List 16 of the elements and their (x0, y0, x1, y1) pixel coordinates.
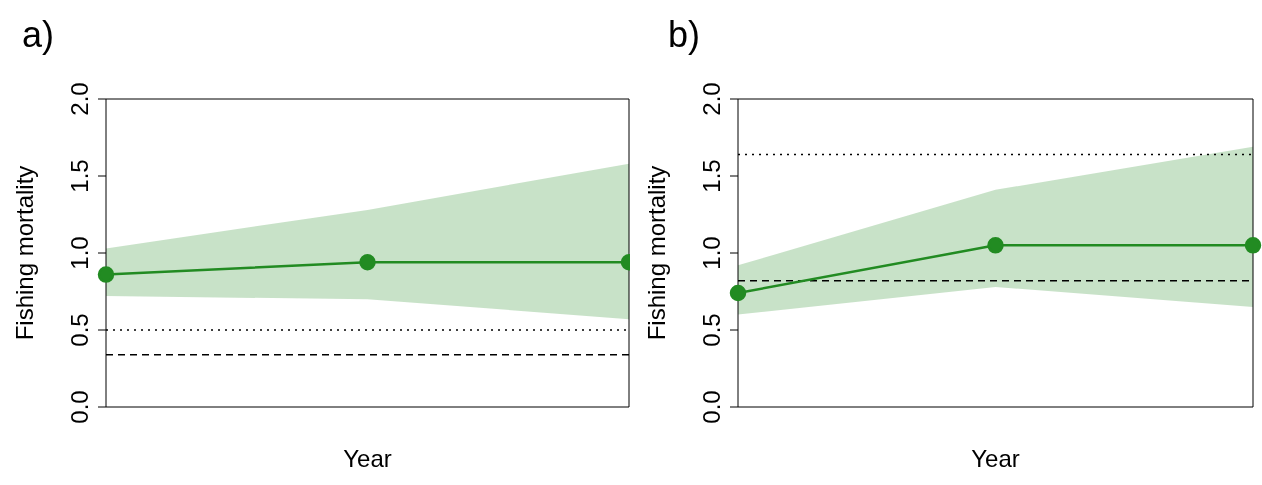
y-tick-label: 2.0 (698, 82, 725, 116)
y-tick-label: 1.0 (66, 236, 93, 270)
y-tick-label: 2.0 (66, 82, 93, 116)
y-axis-title: Fishing mortality (642, 165, 670, 341)
y-axis-title: Fishing mortality (10, 165, 38, 341)
chart-title: a) (22, 14, 55, 56)
x-axis-title: Year (971, 445, 1020, 472)
y-tick-label: 0.0 (66, 390, 93, 424)
y-tick-label: 1.5 (698, 159, 725, 193)
y-tick-label: 1.0 (698, 236, 725, 270)
x-axis-title: Year (343, 445, 392, 472)
y-tick-label: 0.5 (66, 313, 93, 347)
y-tick-label: 0.0 (698, 390, 725, 424)
chart-title: b) (668, 14, 701, 56)
y-tick-label: 1.5 (66, 159, 93, 193)
y-tick-label: 0.5 (698, 313, 725, 347)
